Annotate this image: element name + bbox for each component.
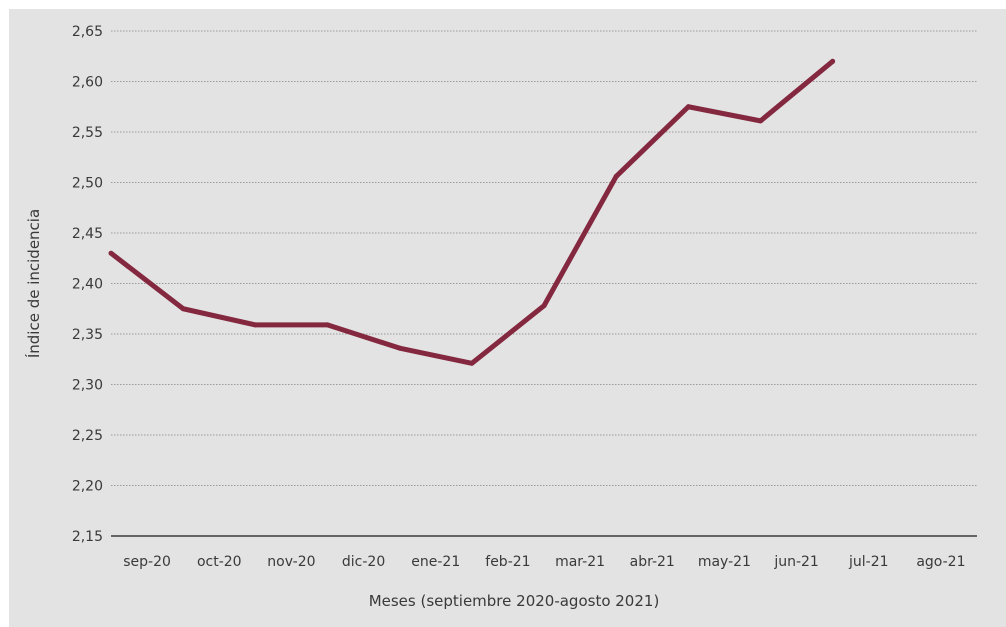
y-tick-label: 2,55 xyxy=(72,125,103,141)
x-tick-label: ago-21 xyxy=(916,554,965,570)
x-tick-label: jun-21 xyxy=(773,554,819,570)
x-tick-label: may-21 xyxy=(698,554,751,570)
x-tick-labels: sep-20 oct-20 nov-20 dic-20 ene-21 feb-21 mar-… xyxy=(123,554,965,570)
x-tick-label: abr-21 xyxy=(630,554,675,570)
data-point xyxy=(758,118,763,124)
data-point xyxy=(108,250,114,256)
y-tick-label: 2,35 xyxy=(72,327,103,343)
y-tick-label: 2,50 xyxy=(72,176,103,192)
data-point xyxy=(830,58,836,64)
x-tick-label: sep-20 xyxy=(123,554,171,570)
y-tick-label: 2,65 xyxy=(72,24,103,40)
x-tick-label: nov-20 xyxy=(267,554,315,570)
data-points xyxy=(108,58,836,366)
data-point xyxy=(685,104,691,110)
x-tick-label: mar-21 xyxy=(555,554,605,570)
x-tick-label: dic-20 xyxy=(342,554,385,570)
series-line xyxy=(109,59,835,366)
x-tick-label: jul-21 xyxy=(848,554,889,570)
x-tick-label: oct-20 xyxy=(197,554,242,570)
y-axis-label: Índice de incidencia xyxy=(24,209,43,358)
data-point xyxy=(469,360,475,366)
y-tick-label: 2,60 xyxy=(72,75,103,91)
line-chart: 2,15 2,20 2,25 2,30 2,35 2,40 2,45 2,50 2,55 2,60… xyxy=(24,24,977,610)
data-point xyxy=(541,303,547,309)
data-point xyxy=(180,306,186,312)
y-tick-label: 2,30 xyxy=(72,378,103,394)
data-point xyxy=(325,322,330,328)
y-tick-label: 2,40 xyxy=(72,277,103,293)
data-point xyxy=(252,322,258,328)
chart-panel: 2,15 2,20 2,25 2,30 2,35 2,40 2,45 2,50 2,55 2,60… xyxy=(9,9,1006,627)
x-tick-label: ene-21 xyxy=(411,554,460,570)
y-tick-label: 2,20 xyxy=(72,479,103,495)
x-axis-label: Meses (septiembre 2020-agosto 2021) xyxy=(369,592,660,610)
x-tick-label: feb-21 xyxy=(485,554,530,570)
y-tick-label: 2,15 xyxy=(72,529,103,545)
y-tick-label: 2,45 xyxy=(72,226,103,242)
y-tick-labels: 2,15 2,20 2,25 2,30 2,35 2,40 2,45 2,50 2,55 2,60… xyxy=(72,24,103,545)
grid-lines xyxy=(111,30,977,486)
y-tick-label: 2,25 xyxy=(72,428,103,444)
data-point xyxy=(397,345,403,351)
data-point xyxy=(613,173,619,179)
